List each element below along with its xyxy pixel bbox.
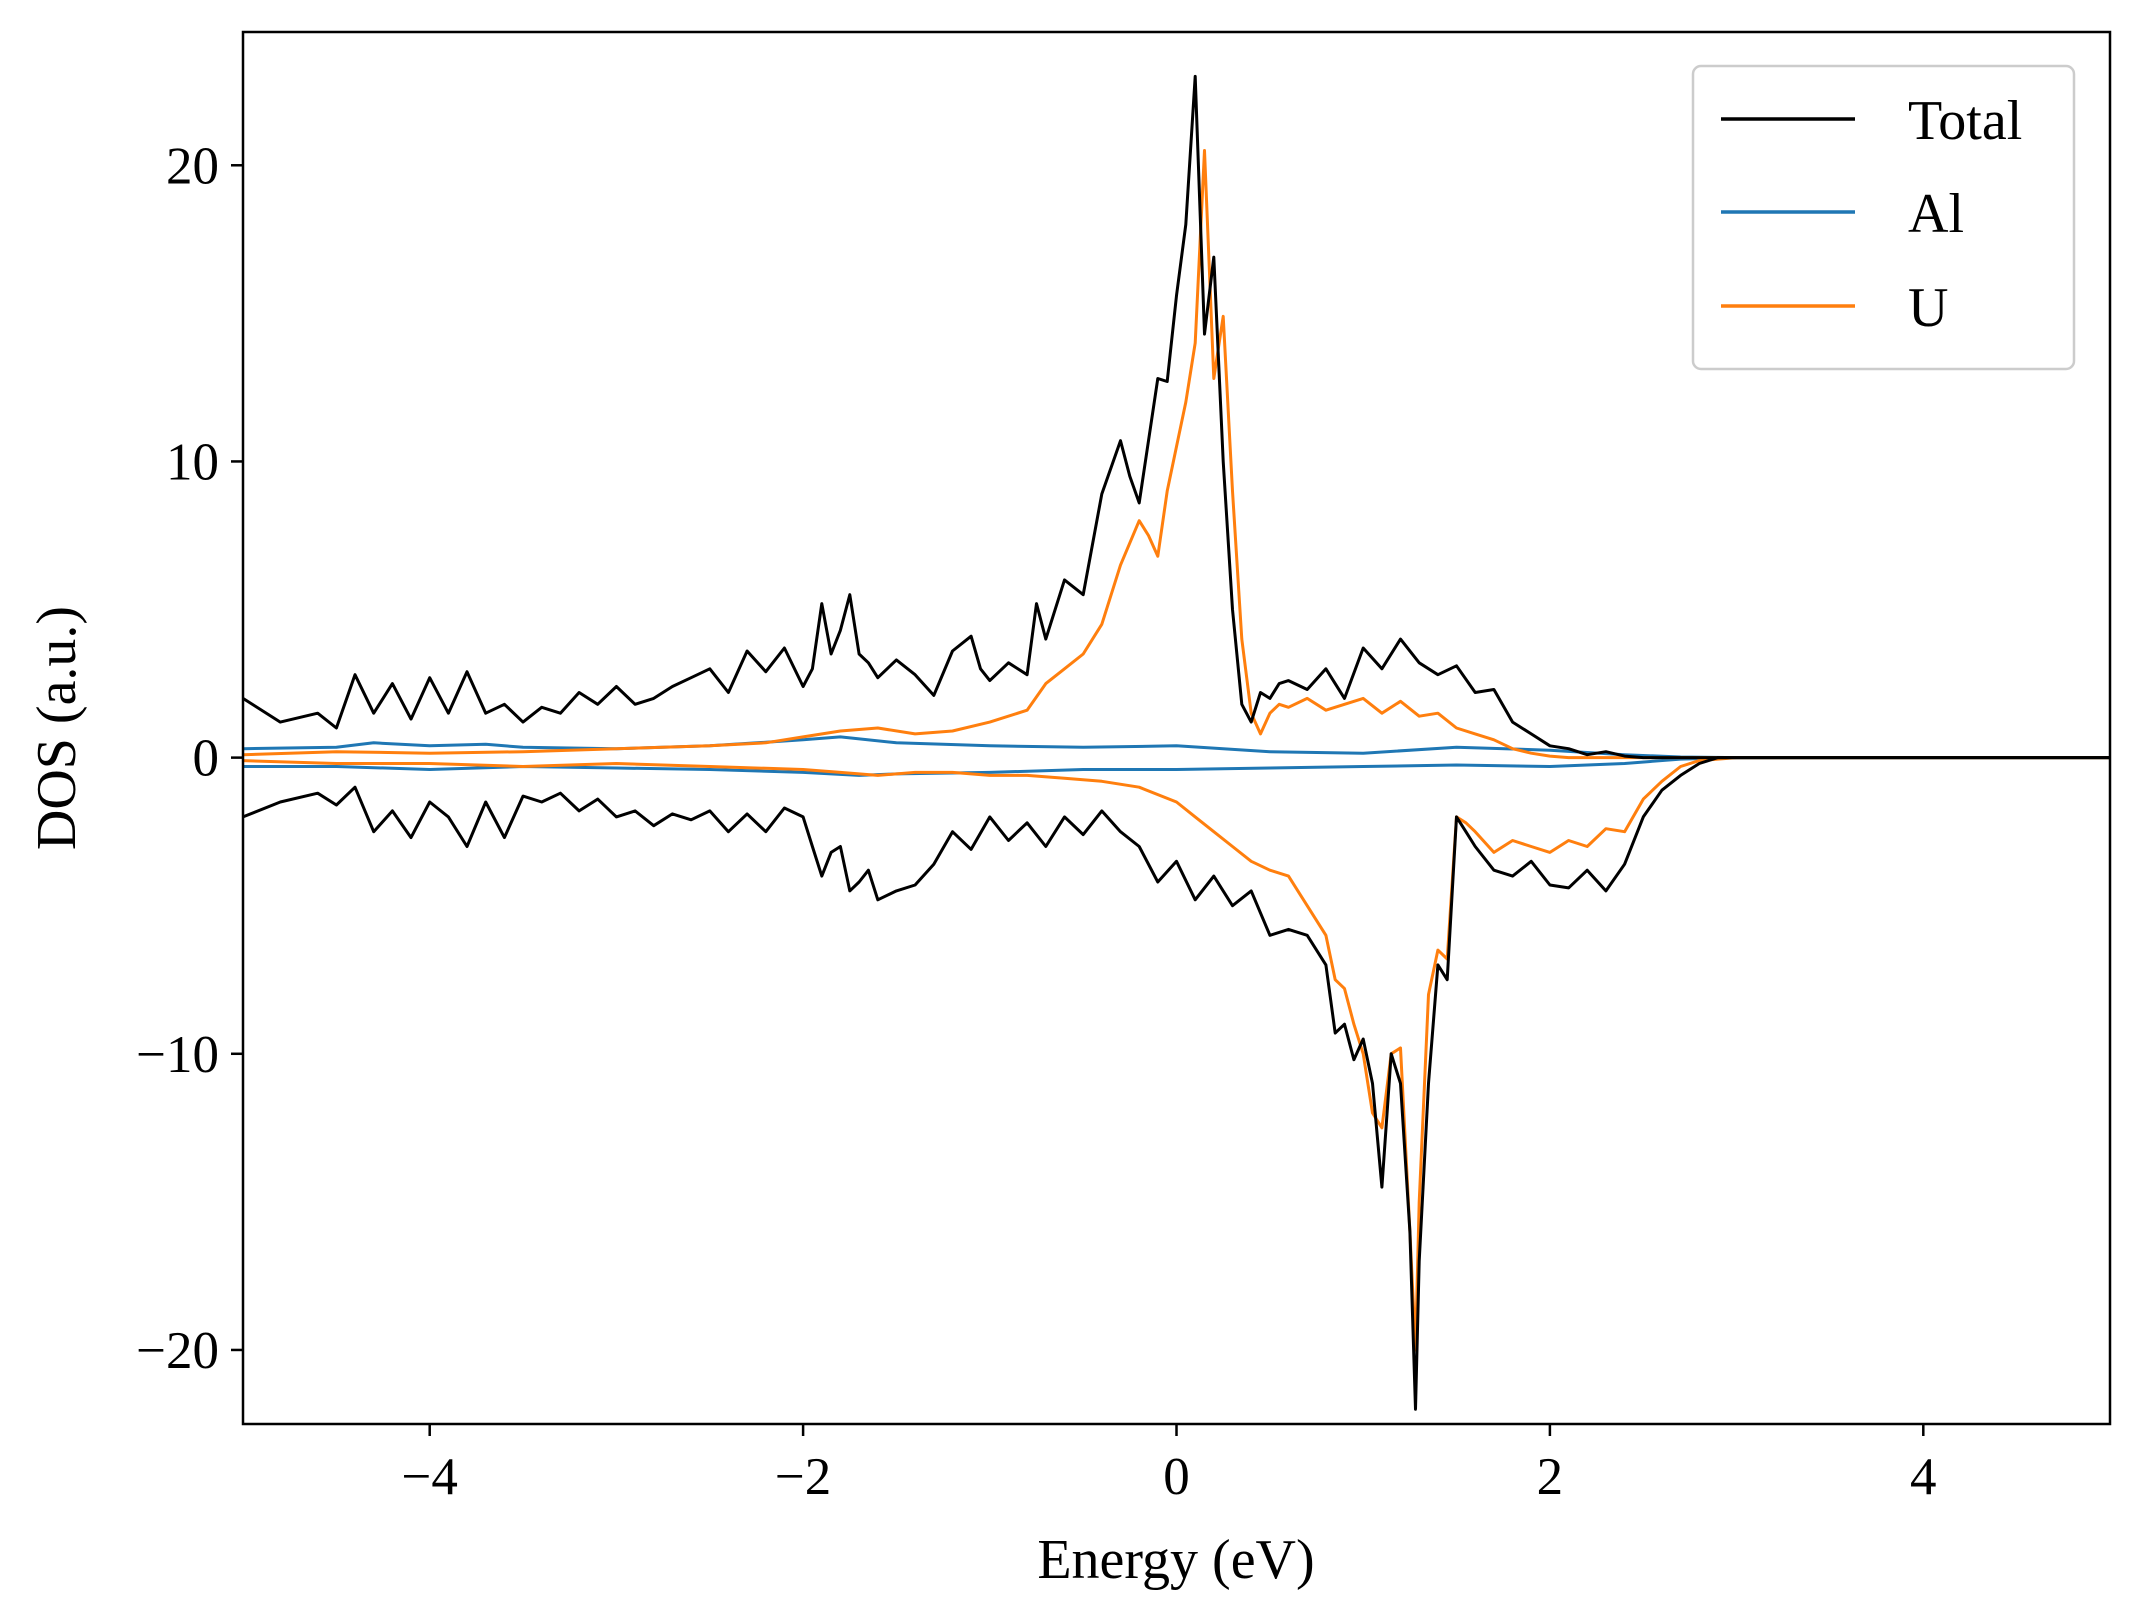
y-tick-label: 20 (166, 137, 219, 195)
series-line-u-down (243, 756, 2110, 1352)
y-tick-label: 0 (193, 730, 220, 788)
y-axis: −20 −10 0 10 20 (136, 137, 243, 1380)
y-axis-label: DOS (a.u.) (26, 606, 88, 850)
series-line-u-up (243, 149, 2110, 760)
legend-label-total: Total (1908, 90, 2022, 152)
legend-label-u: U (1908, 277, 1948, 339)
x-tick-label: −2 (775, 1448, 831, 1506)
series-layer (243, 74, 2110, 1411)
x-tick-label: −4 (402, 1448, 458, 1506)
legend-box (1691, 64, 2076, 371)
x-tick-label: 4 (1910, 1448, 1937, 1506)
x-tick-label: 2 (1537, 1448, 1564, 1506)
y-tick-label: −20 (136, 1322, 219, 1380)
series-line-total-up (243, 74, 2110, 760)
x-axis: −4 −2 0 2 4 (402, 1424, 1937, 1506)
series-line-al-up (243, 735, 2110, 760)
legend: Total Al U (1691, 64, 2076, 371)
y-tick-label: 10 (166, 433, 219, 491)
x-axis-label: Energy (eV) (1037, 1529, 1314, 1591)
y-tick-label: −10 (136, 1026, 219, 1084)
legend-label-al: Al (1908, 183, 1964, 245)
series-line-total-down (243, 756, 2110, 1411)
x-tick-label: 0 (1163, 1448, 1190, 1506)
